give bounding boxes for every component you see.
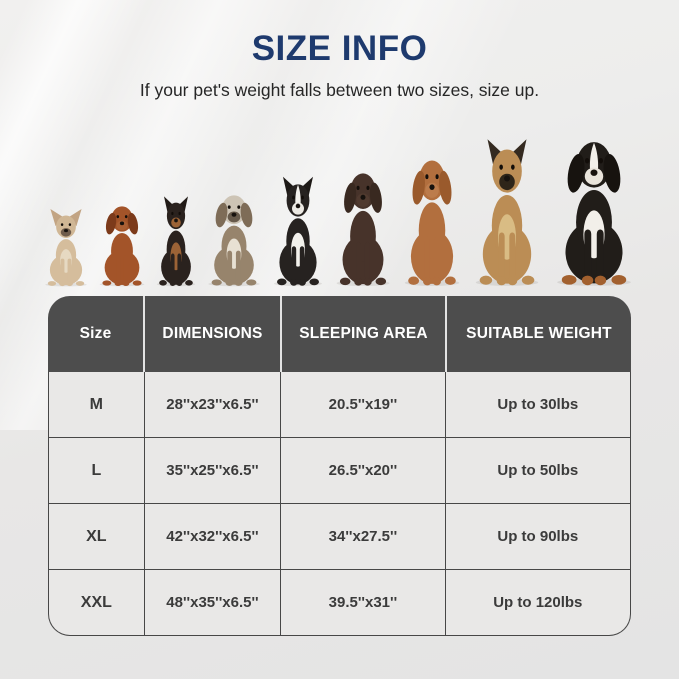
cell-size: L — [91, 461, 102, 479]
table-row-m: M 28''x23''x6.5'' 20.5''x19'' Up to 30lb… — [49, 372, 630, 437]
cell-size: M — [89, 395, 103, 413]
cell-size: XXL — [80, 593, 112, 611]
dog-chocolate-labrador — [330, 163, 396, 287]
column-header-sleeping-area: SLEEPING AREA — [280, 296, 445, 372]
cell-sleeping-area: 26.5''x20'' — [280, 438, 444, 503]
dog-english-bulldog — [202, 187, 266, 287]
cell-sleeping-area: 39.5''x31'' — [280, 570, 444, 635]
dog-miniature-pinscher — [152, 195, 200, 287]
cell-size: XL — [86, 527, 107, 545]
column-header-dimensions: DIMENSIONS — [143, 296, 280, 372]
cell-dimensions: 48''x35''x6.5'' — [143, 570, 281, 635]
column-header-size: Size — [79, 325, 112, 342]
dog-german-shepherd — [468, 137, 546, 287]
page-subtitle: If your pet's weight falls between two s… — [139, 80, 540, 100]
cell-suitable-weight: Up to 90lbs — [444, 504, 630, 569]
table-row-l: L 35''x25''x6.5'' 26.5''x20'' Up to 50lb… — [49, 437, 630, 503]
cell-suitable-weight: Up to 30lbs — [444, 372, 630, 437]
cell-suitable-weight: Up to 120lbs — [444, 570, 630, 635]
column-header-suitable-weight: SUITABLE WEIGHT — [445, 296, 631, 372]
dog-french-bulldog — [40, 209, 92, 287]
cell-suitable-weight: Up to 50lbs — [444, 438, 630, 503]
cell-sleeping-area: 34''x27.5'' — [280, 504, 444, 569]
cell-dimensions: 42''x32''x6.5'' — [143, 504, 281, 569]
dog-bernese-mountain-dog — [548, 129, 640, 287]
cell-dimensions: 28''x23''x6.5'' — [143, 372, 281, 437]
table-row-xl: XL 42''x32''x6.5'' 34''x27.5'' Up to 90l… — [49, 503, 630, 569]
table-body: M 28''x23''x6.5'' 20.5''x19'' Up to 30lb… — [48, 372, 631, 636]
cell-sleeping-area: 20.5''x19'' — [280, 372, 444, 437]
dog-cavalier-king-charles-spaniel — [94, 199, 150, 287]
size-table: Size DIMENSIONS SLEEPING AREA SUITABLE W… — [48, 296, 631, 636]
dog-border-collie — [268, 175, 328, 287]
dog-size-lineup — [0, 129, 679, 287]
cell-dimensions: 35''x25''x6.5'' — [143, 438, 281, 503]
dog-vizsla — [398, 149, 466, 287]
table-header-row: Size DIMENSIONS SLEEPING AREA SUITABLE W… — [48, 296, 631, 372]
table-row-xxl: XXL 48''x35''x6.5'' 39.5''x31'' Up to 12… — [49, 569, 630, 635]
hero-section: SIZE INFO If your pet's weight falls bet… — [0, 0, 679, 296]
page-title: SIZE INFO — [251, 29, 428, 68]
